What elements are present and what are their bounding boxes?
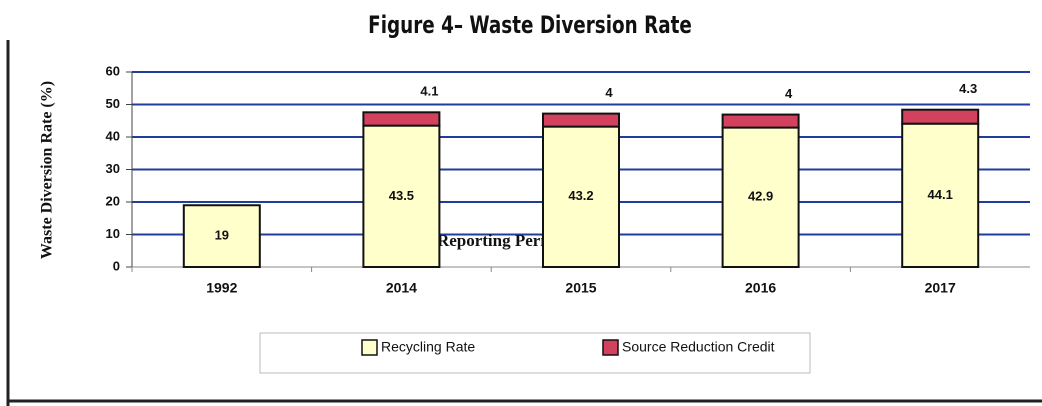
data-label: 4.1: [420, 84, 438, 99]
y-tick-label: 50: [106, 96, 120, 111]
bar-segment: [542, 125, 620, 268]
legend-label: Recycling Rate: [381, 339, 475, 355]
data-label: 42.9: [748, 189, 773, 204]
bar-segment: [721, 113, 800, 129]
bar-segment: [362, 111, 441, 127]
bar-segment: [721, 126, 800, 268]
bar-segment: [901, 108, 980, 125]
y-tick-label: 30: [106, 161, 120, 176]
data-label: 43.2: [568, 188, 593, 203]
chart-title: Figure 4– Waste Diversion Rate: [368, 11, 692, 39]
legend-label: Source Reduction Credit: [622, 339, 775, 355]
data-label: 4: [785, 86, 793, 101]
x-tick-label: 2016: [745, 280, 776, 296]
y-tick-label: 20: [106, 193, 120, 208]
x-axis-label: Reporting Period: [437, 231, 564, 250]
bar-segment: [182, 204, 261, 268]
data-label: 44.1: [928, 187, 953, 202]
data-label: 19: [215, 228, 229, 243]
bar-segment: [542, 112, 620, 128]
bar-segment: [901, 122, 980, 268]
data-label: 4: [605, 85, 613, 100]
y-tick-label: 0: [113, 258, 120, 273]
y-axis-label: Waste Diversion Rate (%): [39, 81, 56, 259]
x-tick-label: 2014: [386, 280, 417, 296]
data-label: 4.3: [959, 81, 977, 96]
bar-segment: [362, 124, 441, 268]
y-tick-label: 40: [106, 128, 120, 143]
x-tick-label: 1992: [206, 280, 237, 296]
legend-box: [259, 332, 811, 374]
x-tick-label: 2015: [565, 280, 596, 296]
x-tick-label: 2017: [925, 280, 956, 296]
data-label: 43.5: [389, 188, 414, 203]
legend-swatch: [361, 339, 378, 356]
y-tick-label: 10: [106, 226, 120, 241]
y-tick-label: 60: [106, 63, 120, 78]
legend-swatch: [602, 339, 619, 356]
